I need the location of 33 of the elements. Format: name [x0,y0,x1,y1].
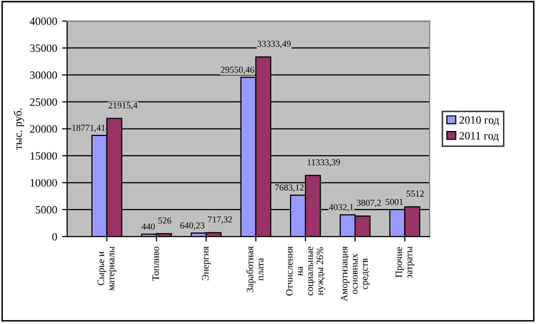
y-tick-label: 5000 [36,206,57,214]
data-label: 5001 [386,198,403,205]
data-label: 4032,1 [329,204,354,212]
data-label: 7683,12 [275,184,304,192]
x-tick-label: Энергия [202,246,211,280]
data-label: 717,32 [208,216,232,224]
data-label: 526 [158,217,172,224]
data-label: 5512 [406,190,424,197]
x-tick-label: Сырье и материалы [98,246,116,291]
y-tick-label: 30000 [30,71,57,79]
data-label: 33333,49 [258,40,291,48]
x-tick-label: Заработная плата [246,246,264,292]
y-tick-label: 35000 [30,44,57,52]
x-tick-label: Отчисления на социальные нужды 26% [286,246,326,296]
x-tick-label: Прочие затраты [396,246,414,278]
y-tick-label: 0 [52,232,57,240]
data-label: 440 [142,223,155,230]
data-label: 21915,4 [108,102,138,110]
y-tick-label: 20000 [30,125,57,133]
y-tick-label: 25000 [30,98,57,106]
x-tick-label: Топливо [152,246,159,281]
y-tick-label: 10000 [30,179,57,187]
data-label: 29550,46 [220,66,254,74]
y-tick-label: 40000 [30,18,57,26]
y-axis-title: тыс. руб. [14,108,24,150]
data-label: 11333,39 [308,159,340,167]
data-label: 18771,41 [72,124,105,132]
x-tick-label: Амортизация основных средств [340,246,370,302]
legend-label: 2010 год [460,116,499,126]
data-label: 3807,2 [356,200,381,208]
y-tick-label: 15000 [30,152,57,160]
data-label: 640,23 [180,222,204,230]
legend-label: 2011 год [460,132,499,142]
